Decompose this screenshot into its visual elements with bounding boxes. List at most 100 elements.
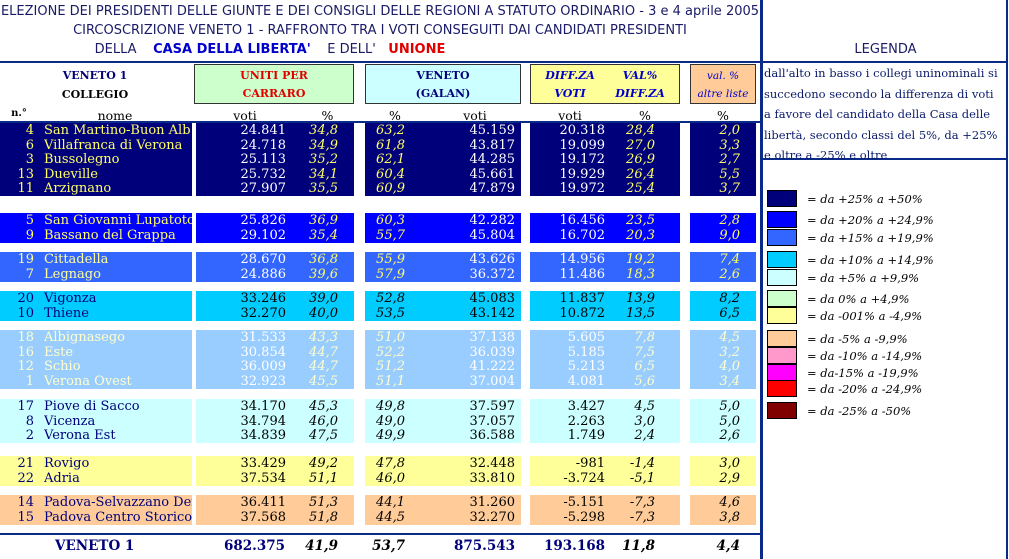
row-band: [0, 181, 192, 196]
cell-dp: 13,5: [626, 305, 655, 321]
table-row: 11 Arzignano 27.907 35,5 60,9 47.879 19.972 25,…: [0, 181, 760, 196]
cell-v2: 41.222: [469, 359, 516, 374]
cell-dp: 20,3: [626, 227, 655, 243]
row-band: [0, 123, 192, 139]
row-band: [196, 137, 354, 154]
cell-d: 20.318: [559, 123, 606, 138]
cell-n: 1: [25, 373, 34, 389]
row-band: [196, 470, 354, 486]
cell-v1: 24.841: [240, 123, 287, 138]
cell-v1: 32.270: [240, 305, 287, 321]
row-band: [365, 291, 521, 307]
row-band: [530, 399, 680, 415]
cell-d: 4.081: [567, 373, 605, 389]
cell-p1: 51,8: [309, 509, 338, 525]
cell-n: 10: [17, 305, 34, 321]
table-row: 7 Legnago 24.886 39,6 57,9 36.372 11.486 18,3 2,…: [0, 266, 760, 282]
cell-dp: -7,3: [629, 495, 655, 510]
row-band: [690, 137, 756, 154]
cell-p1: 49,2: [309, 456, 338, 471]
row-band: [530, 266, 680, 282]
cell-dp: 13,9: [626, 291, 655, 306]
subhead-nome: nome: [97, 108, 133, 123]
row-band: [365, 359, 521, 375]
cell-nome: Villafranca di Verona: [44, 137, 183, 153]
table-row: 5 San Giovanni Lupatoto 25.826 36,9 60,3 42.2…: [0, 213, 760, 229]
cell-a: 2,6: [719, 266, 740, 282]
cell-dp: 23,5: [626, 213, 655, 228]
legend-label: = da +20% a +24,9%: [807, 213, 934, 227]
cell-n: 14: [17, 495, 34, 510]
row-band: [365, 213, 521, 229]
cell-v1: 25.826: [240, 213, 287, 228]
cell-v1: 34.839: [240, 428, 287, 443]
cell-nome: Vicenza: [44, 413, 96, 429]
colhead-carraro: CARRARO: [242, 87, 306, 100]
colhead-veneto1: VENETO 1: [62, 69, 128, 82]
cell-n: 21: [17, 456, 34, 471]
colhead-diff-voti-2: VOTI: [554, 87, 586, 100]
colhead-val-diff-2: DIFF.ZA: [615, 87, 665, 100]
legend-label: = da -10% a -14,9%: [807, 349, 923, 363]
row-band: [0, 359, 192, 375]
table-row: 18 Albignasego 31.533 43,3 51,0 37.138 5.605 7,…: [0, 330, 760, 346]
legend-label: = da +5% a +9,9%: [807, 271, 920, 285]
row-band: [365, 456, 521, 472]
cell-d: -5.298: [563, 509, 605, 525]
row-band: [196, 428, 354, 443]
cell-v2: 36.588: [469, 428, 516, 443]
cell-d: 2.263: [567, 413, 605, 429]
row-band: [365, 252, 521, 268]
table-row: 9 Bassano del Grappa 29.102 35,4 55,7 45.804 1…: [0, 227, 760, 243]
cell-p2: 52,2: [376, 344, 405, 360]
cell-v2: 32.448: [469, 456, 516, 471]
cell-v2: 33.810: [469, 470, 516, 486]
cell-d: 5.213: [567, 359, 605, 374]
cell-p2: 55,7: [376, 227, 405, 243]
cell-a: 2,7: [719, 152, 740, 167]
table-row: 12 Schio 36.009 44,7 51,2 41.222 5.213 6,5 4,0: [0, 359, 760, 375]
colhead-val-diff-1: VAL%: [622, 69, 658, 82]
cell-p2: 60,4: [376, 166, 405, 182]
cell-a: 2,9: [719, 470, 740, 486]
colhead-differenza: DIFF.ZA VAL% VOTI DIFF.ZA: [530, 64, 680, 104]
cell-d: 10.872: [559, 305, 606, 321]
row-band: [0, 137, 192, 154]
cell-v2: 37.057: [469, 413, 516, 429]
cell-p2: 49,8: [376, 399, 405, 414]
row-band: [365, 305, 521, 321]
cell-v1: 33.429: [240, 456, 287, 471]
row-band: [196, 181, 354, 196]
cell-d: 19.099: [559, 137, 606, 153]
row-band: [690, 305, 756, 321]
legend-label: = da -25% a -50%: [807, 404, 912, 418]
row-band: [196, 495, 354, 511]
row-band: [530, 166, 680, 183]
row-band: [530, 373, 680, 389]
row-band: [196, 266, 354, 282]
cell-p2: 57,9: [376, 266, 405, 282]
cell-p2: 53,5: [376, 305, 405, 321]
cell-a: 2,8: [719, 213, 740, 228]
row-band: [530, 291, 680, 307]
cell-d: 11.837: [559, 291, 606, 306]
row-band: [365, 227, 521, 243]
legend-label: = da -5% a -9,9%: [807, 332, 908, 346]
legend-swatch: [767, 347, 797, 364]
cell-a: 5,0: [719, 413, 740, 429]
row-band: [530, 123, 680, 139]
cell-v1: 34.170: [240, 399, 287, 414]
cell-a: 3,2: [719, 344, 740, 360]
report-parties-line: DELLA CASA DELLA LIBERTA' E DELL' UNIONE: [0, 42, 540, 57]
cell-a: 9,0: [719, 227, 740, 243]
row-band: [0, 456, 192, 472]
cell-d: 16.702: [559, 227, 606, 243]
cell-v1: 32.923: [240, 373, 287, 389]
cell-p1: 35,2: [309, 152, 338, 167]
colhead-uniti: UNITI PER: [240, 69, 308, 82]
colhead-collegio-label: COLLEGIO: [61, 88, 129, 101]
subhead-pct-1: %: [321, 108, 334, 123]
cell-p2: 44,5: [376, 509, 405, 525]
row-band: [0, 291, 192, 307]
colhead-veneto-galan: VENETO (GALAN): [365, 64, 521, 104]
